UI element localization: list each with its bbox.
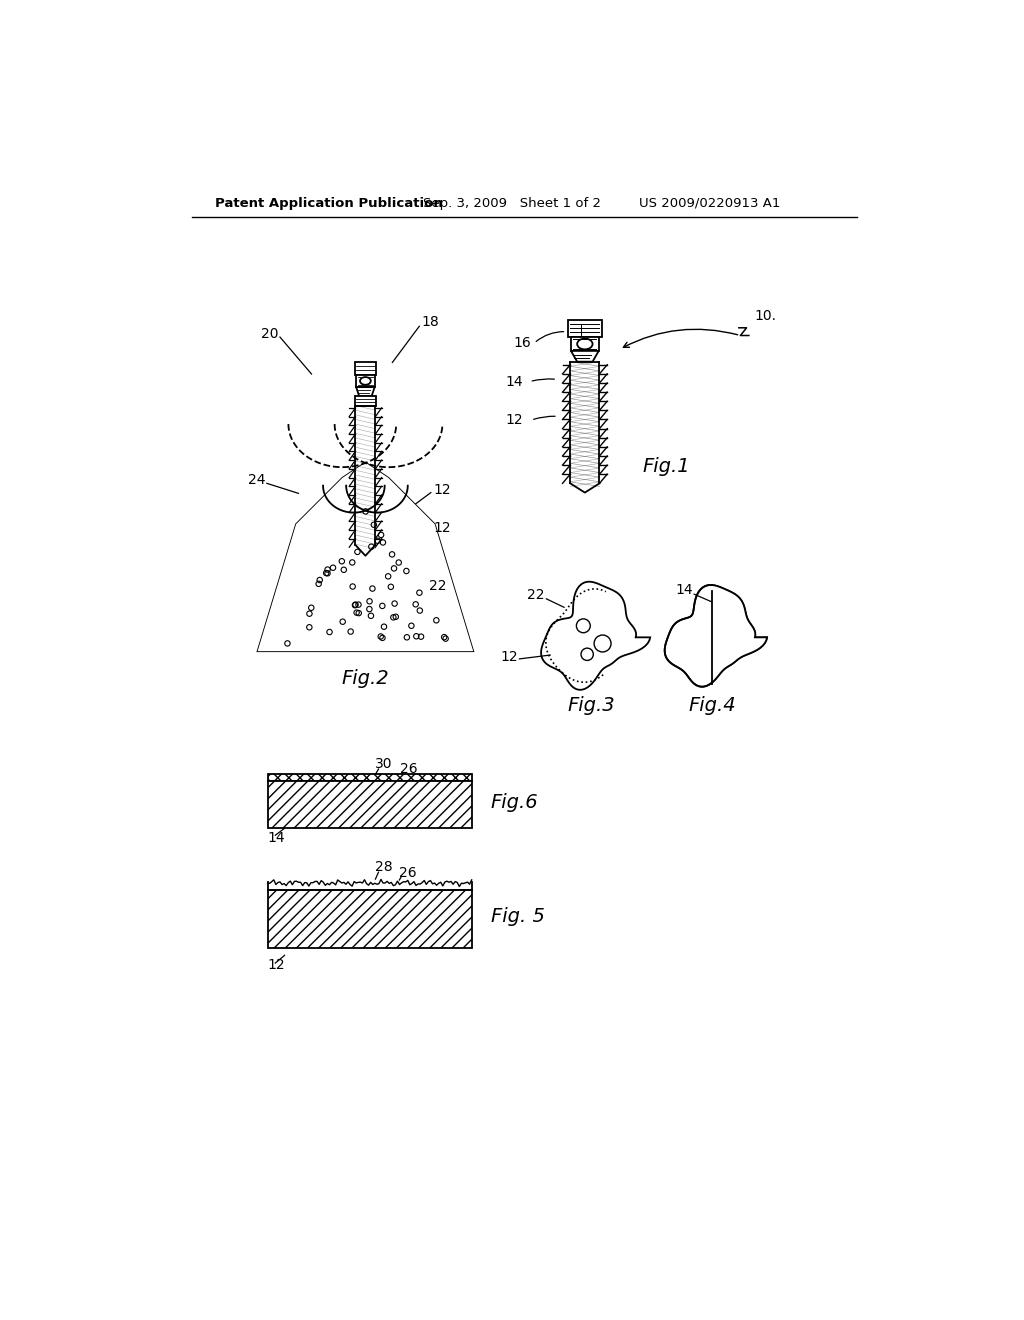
Polygon shape xyxy=(350,462,381,651)
Text: 20: 20 xyxy=(261,327,279,341)
Polygon shape xyxy=(712,585,767,686)
Text: 12: 12 xyxy=(506,413,523,428)
Text: 14: 14 xyxy=(267,830,286,845)
Text: 12: 12 xyxy=(501,651,518,664)
Bar xyxy=(354,396,376,405)
Text: Patent Application Publication: Patent Application Publication xyxy=(215,197,443,210)
Bar xyxy=(354,363,376,375)
Text: Fig.2: Fig.2 xyxy=(342,669,389,688)
Text: Fig. 5: Fig. 5 xyxy=(490,907,545,927)
Bar xyxy=(267,781,472,829)
Polygon shape xyxy=(541,582,650,690)
Text: Fig.4: Fig.4 xyxy=(688,696,735,714)
Text: 28: 28 xyxy=(376,859,393,874)
Text: 30: 30 xyxy=(376,756,393,771)
Text: 14: 14 xyxy=(506,375,523,388)
Text: 12: 12 xyxy=(433,483,451,496)
Bar xyxy=(267,775,472,781)
Bar xyxy=(568,321,602,337)
Bar xyxy=(571,337,599,351)
Text: 26: 26 xyxy=(400,762,418,776)
Text: 14: 14 xyxy=(675,583,692,598)
Text: 12: 12 xyxy=(267,958,286,973)
Text: 12: 12 xyxy=(433,521,451,535)
Bar xyxy=(356,375,375,387)
Text: Fig.1: Fig.1 xyxy=(643,457,690,477)
Polygon shape xyxy=(571,351,599,362)
Text: Sep. 3, 2009   Sheet 1 of 2: Sep. 3, 2009 Sheet 1 of 2 xyxy=(423,197,601,210)
Polygon shape xyxy=(258,462,473,651)
Text: 26: 26 xyxy=(398,866,416,880)
Text: Fig.3: Fig.3 xyxy=(567,696,614,714)
Polygon shape xyxy=(665,585,767,686)
Text: 24: 24 xyxy=(248,474,265,487)
Text: US 2009/0220913 A1: US 2009/0220913 A1 xyxy=(639,197,780,210)
Text: 18: 18 xyxy=(422,315,439,330)
Text: 22: 22 xyxy=(527,587,545,602)
Bar xyxy=(267,890,472,948)
Text: 16: 16 xyxy=(513,337,531,350)
Text: 22: 22 xyxy=(429,578,446,593)
Bar xyxy=(267,884,472,890)
Polygon shape xyxy=(366,462,473,651)
Text: 10.: 10. xyxy=(755,309,776,323)
Polygon shape xyxy=(258,462,366,651)
Polygon shape xyxy=(356,387,375,396)
Text: Fig.6: Fig.6 xyxy=(490,793,539,812)
